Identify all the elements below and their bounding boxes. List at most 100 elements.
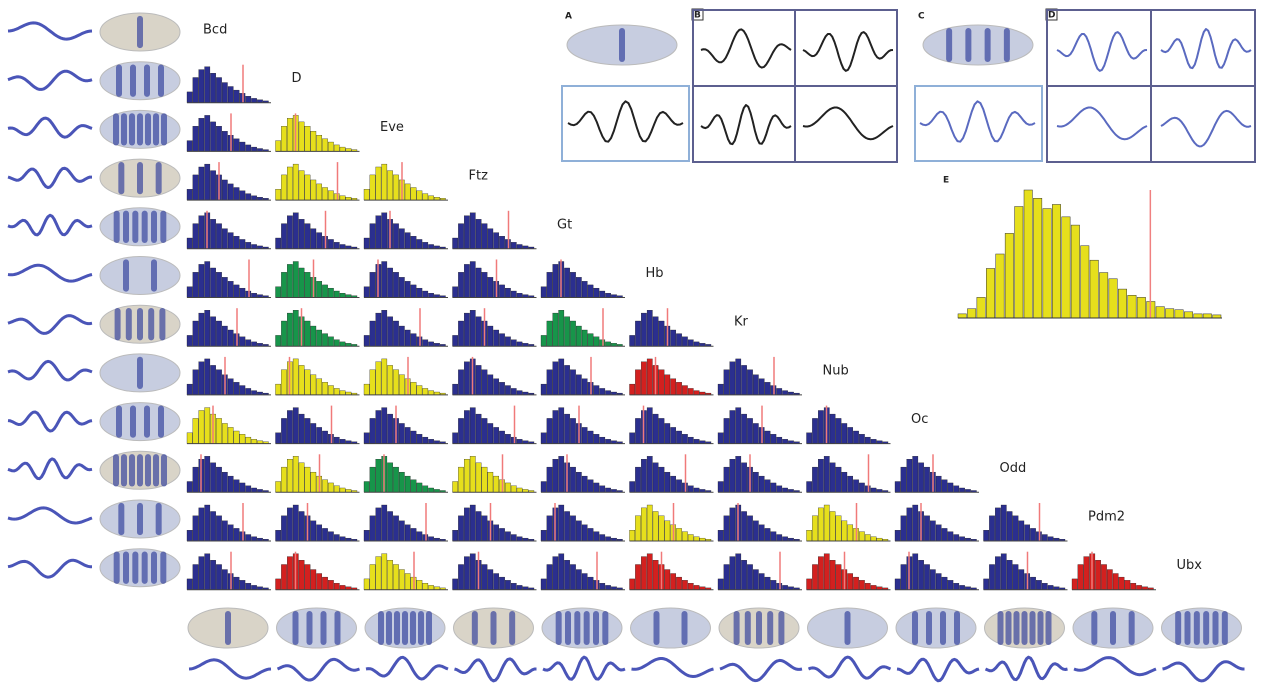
histogram-bar	[1071, 225, 1079, 318]
histogram-bar	[376, 459, 381, 492]
histogram-bar	[812, 516, 817, 541]
histogram-bar	[1042, 535, 1047, 541]
histogram-bar	[376, 557, 381, 590]
histogram-bar	[423, 388, 428, 394]
histogram-bar	[1048, 585, 1053, 589]
profile-curve	[8, 118, 92, 137]
profile-curve	[8, 23, 92, 39]
histogram-bar	[848, 427, 853, 443]
histogram-bar	[311, 570, 316, 590]
histogram-bar	[251, 293, 256, 297]
histogram-bar	[682, 580, 687, 589]
histogram-bar	[311, 131, 316, 151]
histogram-bar	[694, 585, 699, 589]
histogram	[187, 456, 269, 492]
histogram-bar	[936, 525, 941, 541]
histogram-bar	[246, 437, 251, 443]
histogram-bar	[205, 554, 210, 590]
histogram-bar	[187, 335, 192, 346]
histogram-bar	[299, 511, 304, 541]
histogram-bar	[753, 423, 758, 443]
histogram-bar	[505, 337, 510, 346]
histogram-bar	[428, 342, 433, 346]
histogram-bar	[216, 467, 221, 492]
histogram-bar	[895, 579, 900, 590]
histogram-bar	[771, 532, 776, 541]
embryo-stripe	[682, 611, 688, 645]
histogram-bar	[1013, 516, 1018, 541]
histogram	[187, 213, 269, 249]
histogram-bar	[635, 321, 640, 346]
histogram-bar	[464, 362, 469, 395]
histogram-bar	[765, 577, 770, 590]
histogram-bar	[393, 272, 398, 297]
histogram-bar	[653, 317, 658, 347]
embryo-stripe	[148, 308, 154, 340]
histogram-bar	[210, 511, 215, 541]
histogram	[718, 456, 800, 492]
histogram-bar	[370, 467, 375, 492]
histogram-bar	[659, 467, 664, 492]
histogram-bar	[299, 463, 304, 493]
gene-label: Kr	[734, 315, 749, 330]
histogram-bar	[824, 456, 829, 492]
histogram-bar	[605, 585, 610, 589]
embryo-stripe	[137, 454, 143, 486]
histogram-bar	[334, 145, 339, 151]
histogram-bar	[541, 482, 546, 493]
histogram	[807, 554, 889, 590]
embryo-stripe	[151, 552, 157, 584]
histogram-bar	[328, 580, 333, 589]
embryo-stripe	[472, 611, 478, 645]
histogram-bar	[387, 171, 392, 201]
histogram-bar	[659, 418, 664, 443]
histogram-bar	[240, 434, 245, 443]
histogram	[453, 213, 535, 249]
histogram-bar	[665, 570, 670, 590]
profile-curve	[920, 101, 1035, 141]
histogram-bar	[824, 554, 829, 590]
histogram-bar	[842, 423, 847, 443]
histogram-bar	[630, 482, 635, 493]
histogram-bar	[199, 216, 204, 249]
embryo	[100, 403, 180, 441]
histogram-bar	[417, 239, 422, 248]
profile-curve	[701, 105, 791, 144]
histogram-bar	[193, 370, 198, 395]
histogram-bar	[399, 570, 404, 590]
histogram	[364, 554, 446, 590]
histogram-bar	[476, 268, 481, 298]
histogram	[895, 456, 977, 492]
histogram-bar	[470, 554, 475, 590]
histogram-bar	[387, 414, 392, 444]
histogram-bar	[228, 233, 233, 249]
histogram	[541, 456, 623, 492]
histogram-bar	[464, 410, 469, 443]
histogram-bar	[411, 236, 416, 249]
histogram-bar	[913, 554, 918, 590]
histogram-bar	[216, 272, 221, 297]
embryo-stripe	[767, 611, 773, 645]
histogram-bar	[322, 528, 327, 541]
histogram-bar	[222, 83, 227, 103]
histogram-bar	[482, 272, 487, 297]
histogram-bar	[1007, 560, 1012, 590]
histogram-bar	[782, 585, 787, 589]
histogram-bar	[246, 145, 251, 151]
histogram-bar	[246, 535, 251, 541]
embryo	[896, 608, 976, 648]
histogram-bar	[1119, 577, 1124, 590]
histogram-bar	[405, 574, 410, 590]
histogram-bar	[588, 480, 593, 493]
histogram	[630, 505, 712, 541]
histogram-bar	[942, 577, 947, 590]
histogram-bar	[1128, 295, 1136, 318]
embryo-stripe	[426, 611, 432, 645]
embryo-stripe	[307, 611, 313, 645]
histogram-bar	[453, 579, 458, 590]
histogram-bar	[428, 391, 433, 395]
histogram-bar	[205, 67, 210, 103]
histogram-bar	[930, 570, 935, 590]
histogram-bar	[948, 580, 953, 589]
histogram-bar	[328, 337, 333, 346]
